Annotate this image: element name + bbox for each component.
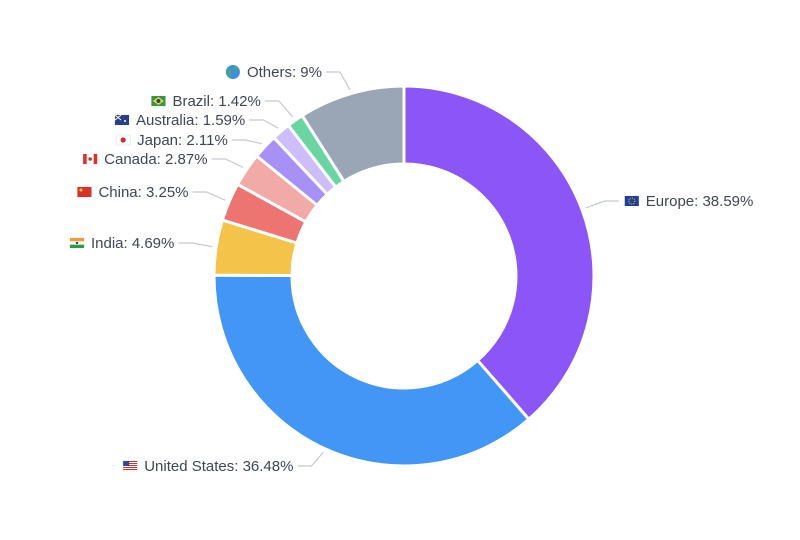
leader-line-india bbox=[178, 242, 213, 248]
leader-line-others bbox=[325, 71, 351, 90]
slices-layer bbox=[212, 84, 596, 468]
china-flag-icon bbox=[77, 186, 92, 198]
canada-flag-icon bbox=[82, 153, 98, 165]
slice-others[interactable] bbox=[300, 84, 406, 183]
data-label-china: China: 3.25% bbox=[98, 184, 188, 201]
eu-flag-icon bbox=[624, 195, 640, 207]
data-label-united-states: United States: 36.48% bbox=[144, 458, 293, 475]
slice-united-states[interactable] bbox=[212, 273, 531, 468]
leader-line-australia bbox=[249, 119, 279, 129]
japan-flag-icon bbox=[115, 134, 131, 146]
data-label-others: Others: 9% bbox=[247, 64, 322, 81]
data-label-australia: Australia: 1.59% bbox=[136, 112, 245, 129]
leader-line-brazil bbox=[264, 100, 294, 118]
leader-line-japan bbox=[231, 139, 263, 145]
data-label-india: India: 4.69% bbox=[91, 235, 174, 252]
leader-line-canada bbox=[211, 158, 244, 169]
brazil-flag-icon bbox=[151, 95, 166, 107]
australia-flag-icon bbox=[114, 114, 130, 126]
india-flag-icon bbox=[69, 237, 85, 249]
us-flag-icon bbox=[122, 460, 138, 472]
data-label-japan: Japan: 2.11% bbox=[137, 132, 228, 149]
data-label-brazil: Brazil: 1.42% bbox=[172, 93, 260, 110]
leader-line-united-states bbox=[297, 452, 324, 467]
slice-europe[interactable] bbox=[402, 84, 596, 421]
data-label-europe: Europe: 38.59% bbox=[646, 193, 754, 210]
leader-line-china bbox=[192, 191, 226, 201]
leader-line-europe bbox=[585, 200, 619, 209]
labels-layer: Europe: 38.59% United States: 36.48% India… bbox=[69, 64, 754, 475]
data-label-canada: Canada: 2.87% bbox=[104, 151, 207, 168]
globe-icon bbox=[225, 65, 240, 79]
